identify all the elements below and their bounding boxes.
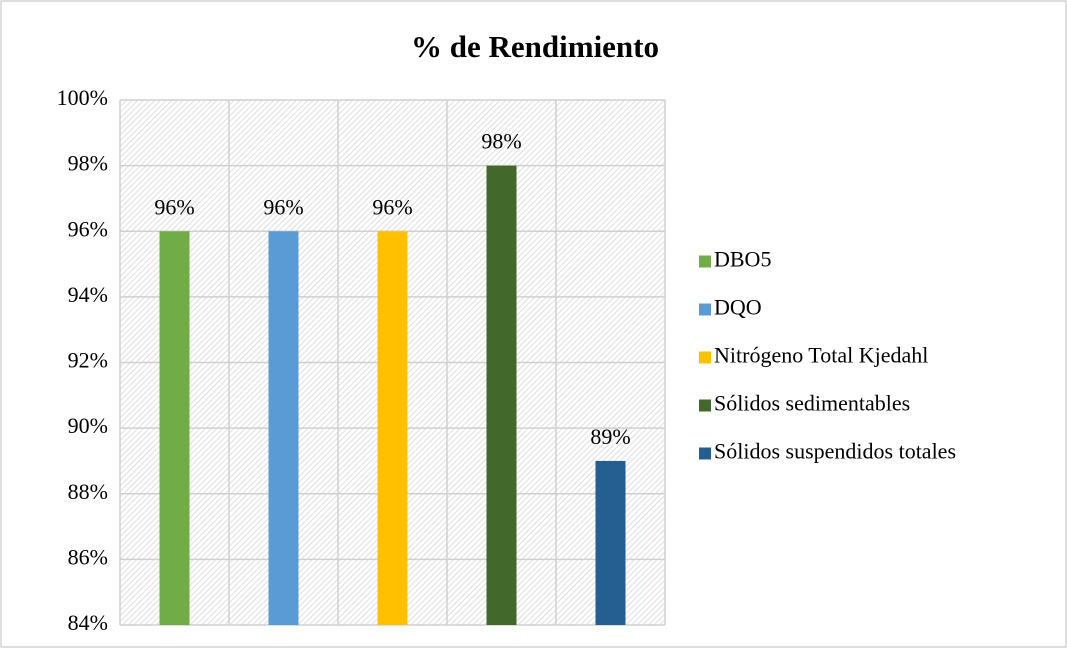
legend-label: DBO5 xyxy=(714,247,771,272)
y-tick-label: 98% xyxy=(68,151,108,176)
legend-label: DQO xyxy=(714,295,762,320)
y-tick-label: 90% xyxy=(68,413,108,438)
bar xyxy=(159,231,190,625)
bar xyxy=(486,165,517,625)
y-tick-label: 88% xyxy=(68,479,108,504)
y-tick-label: 84% xyxy=(68,610,108,635)
data-label: 89% xyxy=(590,424,630,449)
bar xyxy=(595,460,626,625)
chart-title: % de Rendimiento xyxy=(411,29,659,64)
y-tick-label: 96% xyxy=(68,216,108,241)
legend-swatch xyxy=(699,303,711,316)
legend-label: Sólidos suspendidos totales xyxy=(714,439,956,464)
data-label: 96% xyxy=(154,194,194,219)
y-tick-label: 86% xyxy=(68,544,108,569)
legend-swatch xyxy=(699,399,711,412)
legend-label: Nitrógeno Total Kjedahl xyxy=(714,343,928,368)
y-tick-label: 100% xyxy=(57,85,108,110)
data-label: 96% xyxy=(263,194,303,219)
y-tick-label: 92% xyxy=(68,348,108,373)
legend-swatch xyxy=(699,351,711,364)
bar xyxy=(268,231,299,625)
data-label: 96% xyxy=(372,194,412,219)
legend-swatch xyxy=(699,255,711,268)
legend-label: Sólidos sedimentables xyxy=(714,391,910,416)
legend-swatch xyxy=(699,447,711,460)
bar xyxy=(377,231,408,625)
y-tick-label: 94% xyxy=(68,282,108,307)
data-label: 98% xyxy=(481,129,521,154)
